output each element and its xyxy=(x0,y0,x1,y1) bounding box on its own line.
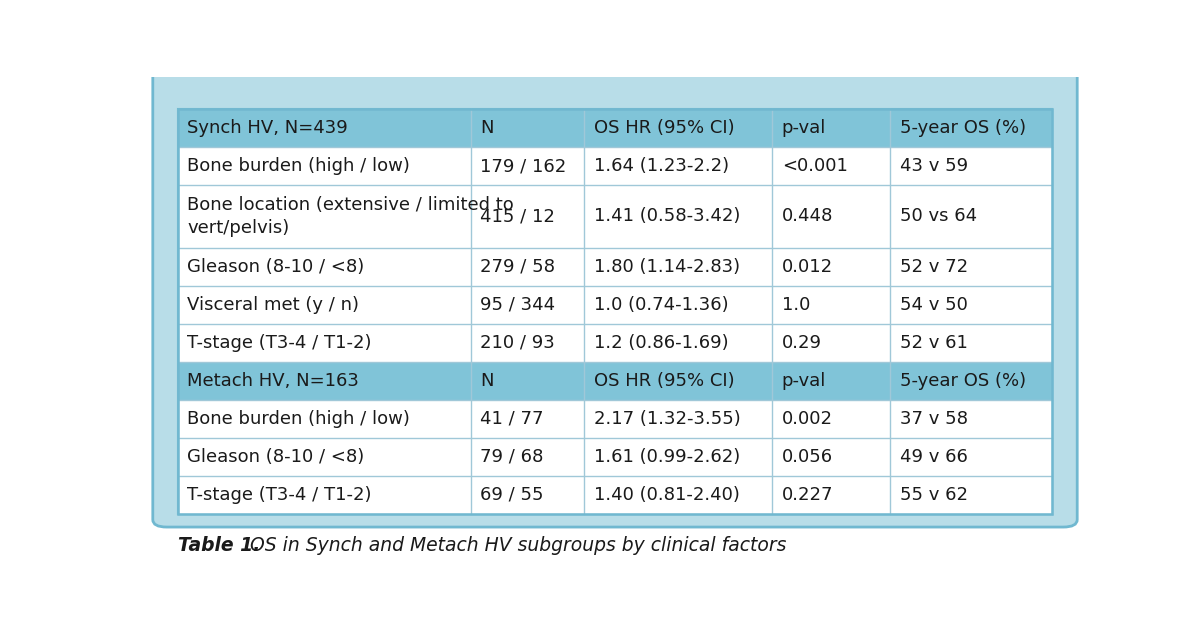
Bar xyxy=(178,185,1052,247)
Text: 1.2 (0.86-1.69): 1.2 (0.86-1.69) xyxy=(594,334,728,352)
Text: <0.001: <0.001 xyxy=(781,157,847,175)
Text: 0.227: 0.227 xyxy=(781,486,833,504)
Text: OS HR (95% CI): OS HR (95% CI) xyxy=(594,372,734,390)
Text: 1.61 (0.99-2.62): 1.61 (0.99-2.62) xyxy=(594,447,740,466)
Text: 1.40 (0.81-2.40): 1.40 (0.81-2.40) xyxy=(594,486,739,504)
Text: Gleason (8-10 / <8): Gleason (8-10 / <8) xyxy=(187,447,365,466)
Text: 2.17 (1.32-3.55): 2.17 (1.32-3.55) xyxy=(594,410,740,428)
FancyBboxPatch shape xyxy=(152,51,1078,527)
Bar xyxy=(178,247,1052,286)
Text: 5-year OS (%): 5-year OS (%) xyxy=(900,372,1026,390)
Text: 279 / 58: 279 / 58 xyxy=(480,258,556,276)
Text: Gleason (8-10 / <8): Gleason (8-10 / <8) xyxy=(187,258,365,276)
Text: T-stage (T3-4 / T1-2): T-stage (T3-4 / T1-2) xyxy=(187,334,372,352)
Text: 49 v 66: 49 v 66 xyxy=(900,447,967,466)
Text: N: N xyxy=(480,119,493,137)
Bar xyxy=(178,286,1052,324)
Text: p-val: p-val xyxy=(781,119,826,137)
Bar xyxy=(178,324,1052,362)
Text: 55 v 62: 55 v 62 xyxy=(900,486,967,504)
Text: 1.0 (0.74-1.36): 1.0 (0.74-1.36) xyxy=(594,296,728,313)
Text: 43 v 59: 43 v 59 xyxy=(900,157,967,175)
Text: OS HR (95% CI): OS HR (95% CI) xyxy=(594,119,734,137)
Text: 0.29: 0.29 xyxy=(781,334,822,352)
Bar xyxy=(178,362,1052,400)
Text: 0.056: 0.056 xyxy=(781,447,833,466)
Text: 1.41 (0.58-3.42): 1.41 (0.58-3.42) xyxy=(594,207,740,226)
Bar xyxy=(178,438,1052,476)
Bar xyxy=(178,147,1052,185)
Text: 41 / 77: 41 / 77 xyxy=(480,410,544,428)
Text: 0.012: 0.012 xyxy=(781,258,833,276)
Text: 37 v 58: 37 v 58 xyxy=(900,410,967,428)
Text: 179 / 162: 179 / 162 xyxy=(480,157,566,175)
Text: 0.002: 0.002 xyxy=(781,410,833,428)
Text: Bone burden (high / low): Bone burden (high / low) xyxy=(187,410,410,428)
Text: Bone location (extensive / limited to
vert/pelvis): Bone location (extensive / limited to ve… xyxy=(187,196,514,237)
Bar xyxy=(178,109,1052,513)
Text: 415 / 12: 415 / 12 xyxy=(480,207,554,226)
Text: Bone burden (high / low): Bone burden (high / low) xyxy=(187,157,410,175)
Text: N: N xyxy=(480,372,493,390)
Text: 69 / 55: 69 / 55 xyxy=(480,486,544,504)
Text: Table 1.: Table 1. xyxy=(178,536,260,555)
Text: 52 v 72: 52 v 72 xyxy=(900,258,967,276)
Text: 0.448: 0.448 xyxy=(781,207,833,226)
Text: 52 v 61: 52 v 61 xyxy=(900,334,967,352)
Text: Synch HV, N=439: Synch HV, N=439 xyxy=(187,119,348,137)
Text: 210 / 93: 210 / 93 xyxy=(480,334,554,352)
Text: 5-year OS (%): 5-year OS (%) xyxy=(900,119,1026,137)
Text: 1.64 (1.23-2.2): 1.64 (1.23-2.2) xyxy=(594,157,728,175)
Bar xyxy=(178,476,1052,513)
Text: p-val: p-val xyxy=(781,372,826,390)
Text: OS in Synch and Metach HV subgroups by clinical factors: OS in Synch and Metach HV subgroups by c… xyxy=(244,536,786,555)
Text: T-stage (T3-4 / T1-2): T-stage (T3-4 / T1-2) xyxy=(187,486,372,504)
Text: Visceral met (y / n): Visceral met (y / n) xyxy=(187,296,359,313)
Bar xyxy=(178,400,1052,438)
Bar xyxy=(178,109,1052,147)
Text: 54 v 50: 54 v 50 xyxy=(900,296,967,313)
Bar xyxy=(178,109,1052,513)
Text: Metach HV, N=163: Metach HV, N=163 xyxy=(187,372,359,390)
Text: 1.0: 1.0 xyxy=(781,296,810,313)
Text: 95 / 344: 95 / 344 xyxy=(480,296,556,313)
Text: 79 / 68: 79 / 68 xyxy=(480,447,544,466)
Text: 1.80 (1.14-2.83): 1.80 (1.14-2.83) xyxy=(594,258,740,276)
Text: 50 vs 64: 50 vs 64 xyxy=(900,207,977,226)
